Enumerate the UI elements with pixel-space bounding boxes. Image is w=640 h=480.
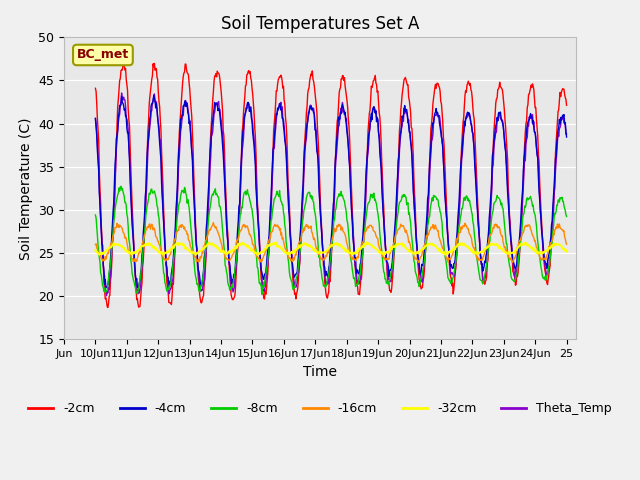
- -32cm: [148, 244, 156, 250]
- Theta_Temp: [92, 115, 99, 121]
- Line: -32cm: -32cm: [95, 242, 566, 254]
- -4cm: [389, 250, 397, 256]
- -4cm: [198, 283, 205, 288]
- Theta_Temp: [100, 271, 108, 276]
- -32cm: [221, 250, 229, 256]
- -16cm: [148, 223, 156, 228]
- -32cm: [100, 251, 108, 256]
- -2cm: [198, 300, 205, 306]
- Title: Soil Temperatures Set A: Soil Temperatures Set A: [221, 15, 419, 33]
- Theta_Temp: [223, 222, 230, 228]
- -8cm: [389, 259, 397, 264]
- -16cm: [402, 228, 410, 233]
- Theta_Temp: [403, 109, 410, 115]
- -2cm: [150, 60, 158, 66]
- -8cm: [563, 214, 570, 219]
- -8cm: [258, 291, 266, 297]
- Text: BC_met: BC_met: [77, 48, 129, 61]
- -2cm: [92, 85, 99, 91]
- Theta_Temp: [389, 257, 397, 263]
- -4cm: [104, 285, 111, 291]
- -32cm: [363, 240, 371, 245]
- Line: -2cm: -2cm: [95, 63, 566, 308]
- -16cm: [100, 258, 108, 264]
- Y-axis label: Soil Temperature (C): Soil Temperature (C): [19, 117, 33, 260]
- Theta_Temp: [198, 287, 205, 293]
- -8cm: [149, 190, 157, 196]
- -2cm: [100, 278, 108, 284]
- X-axis label: Time: Time: [303, 365, 337, 379]
- -16cm: [196, 253, 204, 259]
- -2cm: [149, 61, 157, 67]
- Line: Theta_Temp: Theta_Temp: [95, 93, 566, 296]
- -4cm: [403, 107, 410, 112]
- -8cm: [222, 264, 230, 270]
- Line: -4cm: -4cm: [95, 96, 566, 288]
- -2cm: [403, 80, 410, 85]
- -4cm: [223, 217, 230, 223]
- -16cm: [388, 245, 396, 251]
- Legend: -2cm, -4cm, -8cm, -16cm, -32cm, Theta_Temp: -2cm, -4cm, -8cm, -16cm, -32cm, Theta_Te…: [23, 397, 617, 420]
- -8cm: [100, 288, 108, 294]
- -32cm: [92, 247, 99, 253]
- -16cm: [415, 260, 422, 265]
- -4cm: [150, 93, 157, 98]
- -4cm: [563, 134, 570, 140]
- -16cm: [563, 241, 570, 247]
- -8cm: [117, 183, 125, 189]
- -2cm: [223, 204, 230, 210]
- -16cm: [92, 241, 99, 247]
- -32cm: [563, 249, 570, 254]
- -2cm: [104, 305, 112, 311]
- -2cm: [389, 270, 397, 276]
- -32cm: [388, 244, 396, 250]
- -32cm: [196, 248, 204, 254]
- Theta_Temp: [563, 131, 570, 137]
- Line: -8cm: -8cm: [95, 186, 566, 294]
- -8cm: [403, 202, 410, 208]
- -4cm: [149, 98, 157, 104]
- -16cm: [209, 220, 217, 226]
- -16cm: [222, 256, 230, 262]
- -32cm: [442, 252, 449, 257]
- Line: -16cm: -16cm: [95, 223, 566, 263]
- Theta_Temp: [102, 293, 110, 299]
- -8cm: [197, 283, 205, 288]
- -2cm: [563, 102, 570, 108]
- -4cm: [92, 116, 99, 121]
- Theta_Temp: [150, 94, 157, 100]
- Theta_Temp: [118, 90, 125, 96]
- -4cm: [100, 269, 108, 275]
- -8cm: [92, 212, 99, 218]
- -32cm: [402, 245, 410, 251]
